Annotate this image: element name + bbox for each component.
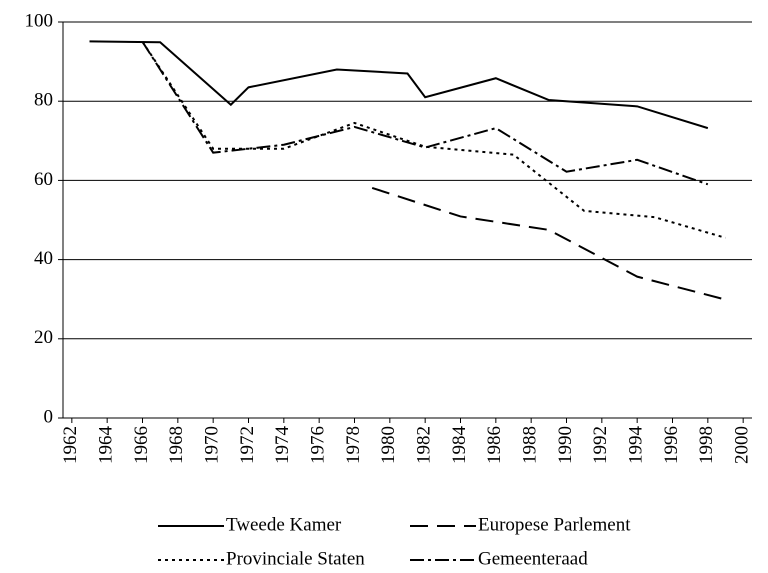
x-tick-label: 1996	[661, 426, 682, 464]
x-tick-label: 1998	[696, 426, 717, 464]
x-tick-label: 1964	[96, 426, 117, 465]
x-tick-label: 1970	[202, 426, 223, 464]
x-tick-label: 1980	[378, 426, 399, 464]
x-tick-label: 1994	[626, 426, 647, 465]
x-tick-label: 1990	[555, 426, 576, 464]
legend-label: Gemeenteraad	[478, 548, 588, 569]
x-tick-label: 1992	[590, 426, 611, 464]
x-tick-label: 1988	[520, 426, 541, 464]
x-tick-label: 1968	[166, 426, 187, 464]
x-tick-label: 1986	[484, 426, 505, 464]
y-tick-label: 0	[44, 406, 54, 427]
legend-label: Provinciale Staten	[226, 548, 365, 569]
series-line	[141, 41, 709, 186]
x-tick-label: 1962	[60, 426, 81, 464]
series-line	[89, 40, 709, 130]
x-tick-label: 2000	[732, 426, 753, 464]
x-tick-label: 1974	[272, 426, 293, 465]
y-tick-label: 60	[34, 169, 53, 190]
legend-label: Europese Parlement	[478, 514, 631, 535]
x-tick-label: 1976	[308, 426, 329, 464]
y-tick-label: 100	[25, 10, 54, 31]
x-tick-label: 1984	[449, 426, 470, 465]
x-tick-label: 1972	[237, 426, 258, 464]
legend-label: Tweede Kamer	[226, 514, 342, 535]
x-tick-label: 1966	[131, 426, 152, 464]
y-tick-label: 40	[34, 248, 53, 269]
y-tick-label: 20	[34, 327, 53, 348]
series-line	[371, 186, 726, 301]
series-line	[141, 41, 726, 239]
y-tick-label: 80	[34, 90, 53, 111]
x-tick-label: 1982	[414, 426, 435, 464]
x-tick-label: 1978	[343, 426, 364, 464]
